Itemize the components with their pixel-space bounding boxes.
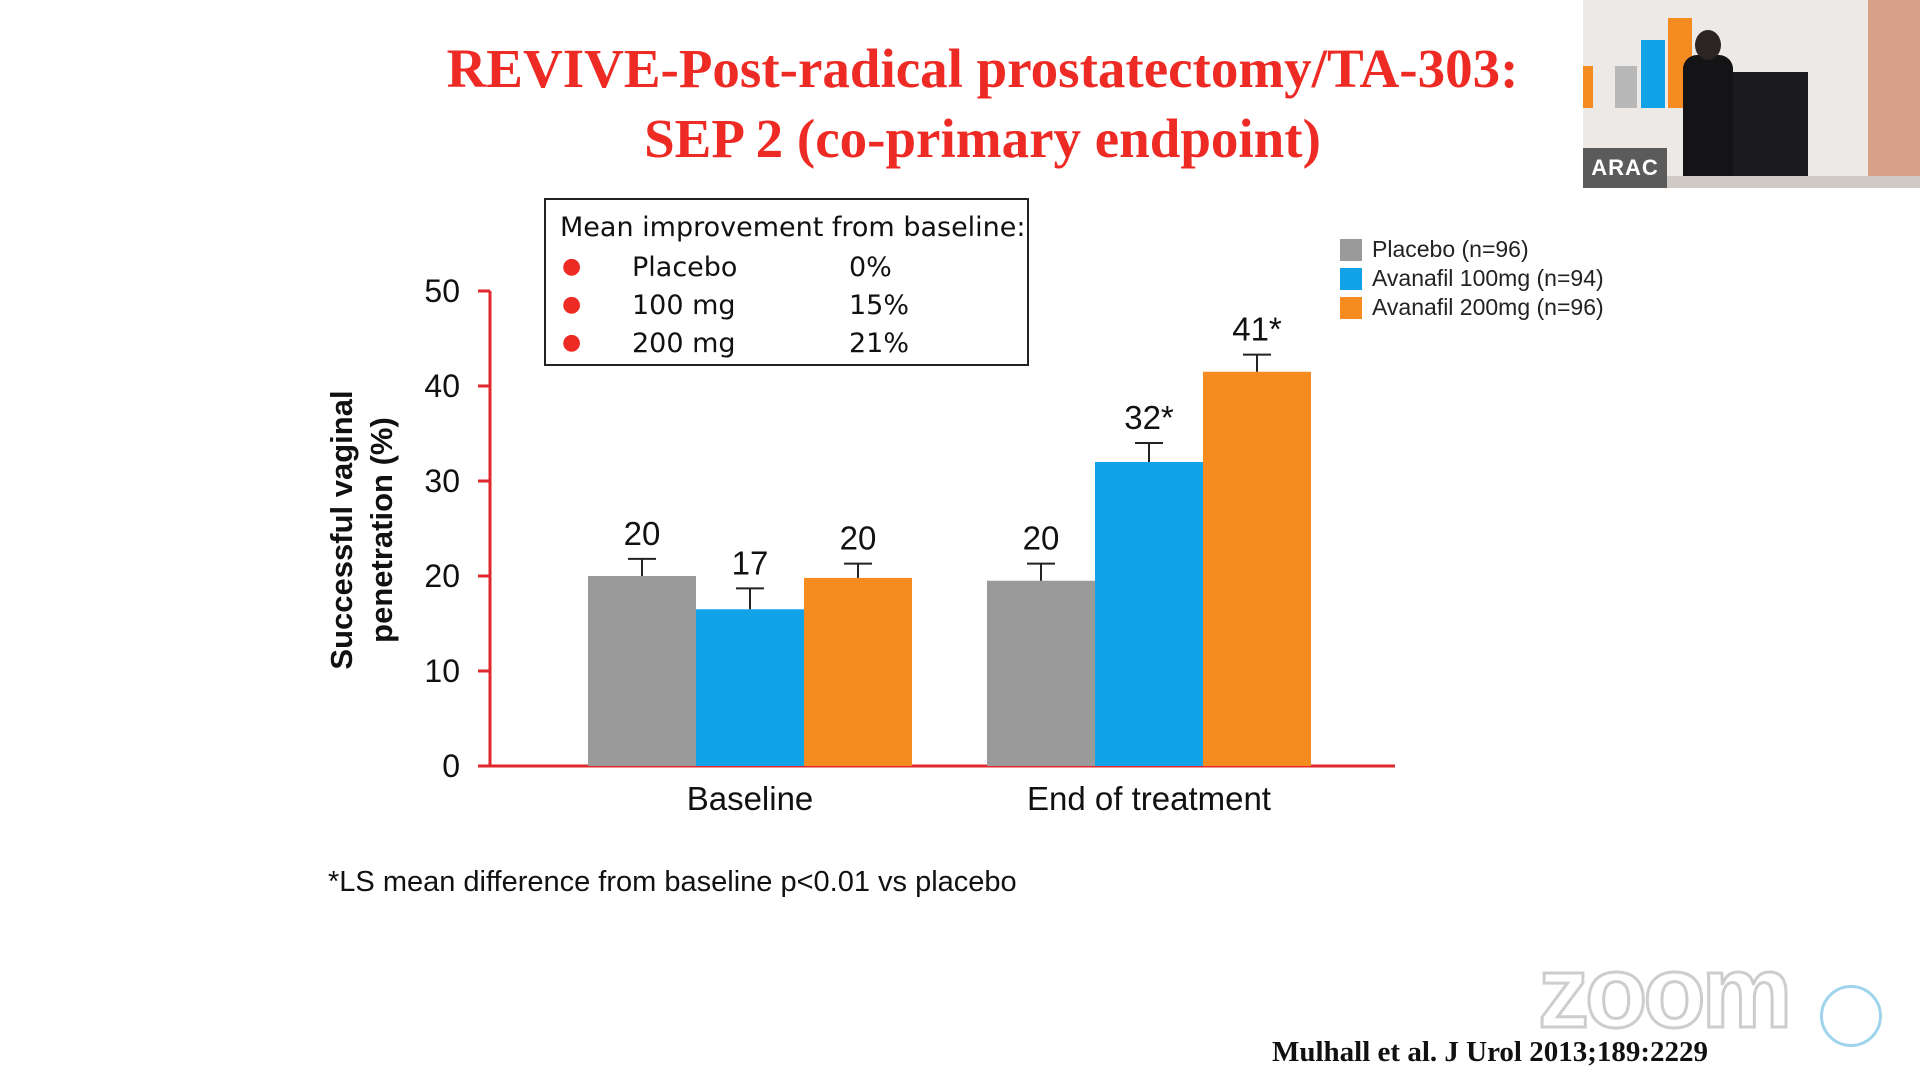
y-tick-label: 30 — [424, 463, 460, 499]
data-label: 17 — [732, 544, 769, 581]
x-category-label: End of treatment — [1027, 780, 1271, 817]
data-label: 20 — [840, 520, 877, 557]
legend-label: Avanafil 100mg (n=94) — [1372, 265, 1604, 291]
summary-box: Mean improvement from baseline: ● Placeb… — [544, 198, 1029, 366]
summary-row-value: 15% — [849, 290, 910, 321]
summary-header: Mean improvement from baseline: — [560, 212, 1026, 243]
presenter-video[interactable]: ARAC — [1583, 0, 1920, 188]
summary-row-label: Placebo — [632, 252, 738, 283]
footnote: *LS mean difference from baseline p<0.01… — [328, 866, 1017, 898]
mini-bar-blue — [1641, 40, 1665, 108]
bar — [804, 577, 912, 766]
summary-row-label: 100 mg — [632, 290, 736, 321]
presenter-head — [1695, 30, 1721, 60]
y-tick-label: 0 — [442, 748, 460, 784]
presenter-name-badge: ARAC — [1583, 148, 1667, 188]
title-line-2: SEP 2 (co-primary endpoint) — [644, 108, 1321, 169]
y-axis-title: Successful vaginal penetration (%) — [324, 390, 399, 669]
summary-row: ● 200 mg 21% — [546, 328, 1027, 366]
legend-swatch — [1340, 297, 1362, 319]
video-floor — [1583, 176, 1920, 188]
data-label: 20 — [624, 515, 661, 552]
data-label: 41* — [1232, 311, 1282, 348]
title-line-1: REVIVE-Post-radical prostatectomy/TA-303… — [446, 38, 1519, 99]
legend-swatch — [1340, 268, 1362, 290]
summary-row: ● 100 mg 15% — [546, 290, 1027, 328]
data-label: 20 — [1023, 520, 1060, 557]
summary-row-value: 0% — [849, 252, 892, 283]
summary-row: ● Placebo 0% — [546, 252, 1027, 290]
slide-title: REVIVE-Post-radical prostatectomy/TA-303… — [0, 34, 1920, 174]
x-category-label: Baseline — [687, 780, 814, 817]
y-tick-label: 40 — [424, 368, 460, 404]
summary-row-value: 21% — [849, 328, 910, 359]
mini-bar-orange-1 — [1583, 66, 1593, 108]
legend-label: Placebo (n=96) — [1372, 236, 1529, 262]
bar — [987, 580, 1095, 766]
bar — [696, 609, 804, 766]
bar — [1203, 371, 1311, 766]
society-logo-icon — [1820, 985, 1882, 1047]
bar — [588, 576, 696, 766]
data-label: 32* — [1124, 399, 1174, 436]
summary-row-label: 200 mg — [632, 328, 736, 359]
mini-bar-gray — [1615, 66, 1637, 108]
legend-label: Avanafil 200mg (n=96) — [1372, 294, 1604, 320]
bullet-icon: ● — [562, 330, 582, 355]
presenter-body — [1683, 55, 1733, 188]
legend-swatch — [1340, 239, 1362, 261]
y-tick-label: 50 — [424, 273, 460, 309]
video-wall — [1868, 0, 1920, 188]
y-tick-label: 20 — [424, 558, 460, 594]
bar — [1095, 462, 1203, 766]
bullet-icon: ● — [562, 254, 582, 279]
zoom-watermark: zoom — [1536, 934, 1793, 1051]
y-tick-label: 10 — [424, 653, 460, 689]
podium — [1726, 72, 1808, 188]
citation: Mulhall et al. J Urol 2013;189:2229 — [1272, 1036, 1709, 1068]
bullet-icon: ● — [562, 292, 582, 317]
